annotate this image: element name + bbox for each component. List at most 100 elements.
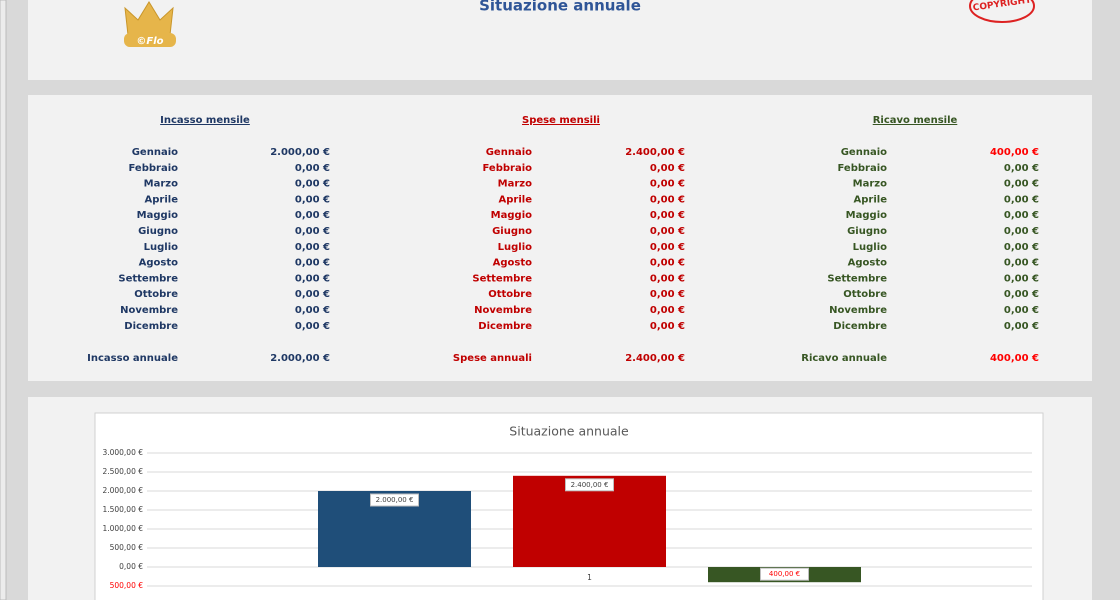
row-value: 0,00 € xyxy=(650,305,685,316)
row-label: Gennaio xyxy=(132,147,178,158)
row-value: 0,00 € xyxy=(295,226,330,237)
row-value: 0,00 € xyxy=(650,321,685,332)
crown-base xyxy=(124,33,176,47)
row-label: Luglio xyxy=(853,242,888,253)
data-label: 2.400,00 € xyxy=(571,481,609,489)
y-tick-label: 500,00 € xyxy=(110,543,144,552)
row-label: Maggio xyxy=(491,210,532,221)
row-label: Ottobre xyxy=(134,289,178,300)
row-label: Marzo xyxy=(144,179,178,190)
data-label-box xyxy=(370,493,419,507)
row-value: 0,00 € xyxy=(295,163,330,174)
row-value: 2.000,00 € xyxy=(270,147,330,158)
row-value: 0,00 € xyxy=(1004,305,1039,316)
row-label: Agosto xyxy=(493,258,533,269)
row-value: 0,00 € xyxy=(295,273,330,284)
row-value: 2.400,00 € xyxy=(625,353,685,364)
row-label: Febbraio xyxy=(837,163,887,174)
row-value: 0,00 € xyxy=(295,289,330,300)
sheet-margin xyxy=(0,0,7,600)
row-label: Novembre xyxy=(120,305,178,316)
row-label: Gennaio xyxy=(486,147,532,158)
row-value: 0,00 € xyxy=(1004,210,1039,221)
y-tick-label: 2.500,00 € xyxy=(102,467,143,476)
column-title: Spese mensili xyxy=(522,115,600,126)
row-label: Aprile xyxy=(499,194,533,205)
row-label: Ottobre xyxy=(843,289,887,300)
y-tick-label: 1.500,00 € xyxy=(102,505,143,514)
row-label: Ricavo annuale xyxy=(801,353,887,364)
row-label: Settembre xyxy=(472,273,532,284)
data-label: 400,00 € xyxy=(769,570,800,578)
row-label: Aprile xyxy=(854,194,888,205)
row-value: 0,00 € xyxy=(650,273,685,284)
row-value: 0,00 € xyxy=(1004,242,1039,253)
row-value: 0,00 € xyxy=(650,210,685,221)
row-value: 0,00 € xyxy=(1004,289,1039,300)
header-panel xyxy=(28,0,1092,80)
row-label: Novembre xyxy=(829,305,887,316)
row-value: 0,00 € xyxy=(295,194,330,205)
row-value: 0,00 € xyxy=(295,210,330,221)
row-value: 0,00 € xyxy=(1004,273,1039,284)
row-label: Ottobre xyxy=(488,289,532,300)
row-value: 0,00 € xyxy=(1004,258,1039,269)
row-value: 0,00 € xyxy=(1004,163,1039,174)
row-value: 0,00 € xyxy=(650,163,685,174)
row-value: 0,00 € xyxy=(295,321,330,332)
logo-text: ©Flo xyxy=(136,36,163,47)
row-label: Agosto xyxy=(848,258,888,269)
row-label: Giugno xyxy=(492,226,532,237)
y-tick-label: 500,00 € xyxy=(110,581,144,590)
row-label: Luglio xyxy=(498,242,533,253)
row-label: Marzo xyxy=(853,179,887,190)
data-label-box xyxy=(760,567,809,581)
row-label: Spese annuali xyxy=(453,353,532,364)
row-value: 0,00 € xyxy=(1004,194,1039,205)
row-value: 0,00 € xyxy=(650,289,685,300)
row-value: 0,00 € xyxy=(650,242,685,253)
row-label: Dicembre xyxy=(478,321,532,332)
table-panel xyxy=(28,95,1092,381)
row-label: Giugno xyxy=(847,226,887,237)
data-label: 2.000,00 € xyxy=(376,496,414,504)
row-label: Maggio xyxy=(137,210,178,221)
row-value: 0,00 € xyxy=(1004,179,1039,190)
row-label: Gennaio xyxy=(841,147,887,158)
row-value: 0,00 € xyxy=(650,226,685,237)
row-label: Maggio xyxy=(846,210,887,221)
row-value: 0,00 € xyxy=(295,305,330,316)
row-value: 0,00 € xyxy=(295,242,330,253)
row-label: Febbraio xyxy=(128,163,178,174)
row-value: 400,00 € xyxy=(990,353,1039,364)
row-label: Dicembre xyxy=(124,321,178,332)
row-label: Giugno xyxy=(138,226,178,237)
row-label: Dicembre xyxy=(833,321,887,332)
column-title: Ricavo mensile xyxy=(873,115,958,126)
row-label: Settembre xyxy=(827,273,887,284)
row-value: 0,00 € xyxy=(650,258,685,269)
header-title: Situazione annuale xyxy=(479,0,641,15)
row-label: Luglio xyxy=(144,242,179,253)
y-tick-label: 3.000,00 € xyxy=(102,448,143,457)
row-label: Incasso annuale xyxy=(87,353,178,364)
stamp xyxy=(969,0,1035,23)
row-value: 400,00 € xyxy=(990,147,1039,158)
y-tick-label: 0,00 € xyxy=(119,562,143,571)
row-label: Marzo xyxy=(498,179,532,190)
row-label: Novembre xyxy=(474,305,532,316)
chart-title: Situazione annuale xyxy=(509,424,629,439)
row-label: Aprile xyxy=(145,194,179,205)
data-label-box xyxy=(565,478,614,492)
row-value: 0,00 € xyxy=(650,194,685,205)
x-tick-label: 1 xyxy=(587,573,592,582)
row-value: 2.000,00 € xyxy=(270,353,330,364)
row-value: 0,00 € xyxy=(650,179,685,190)
row-value: 0,00 € xyxy=(295,179,330,190)
row-label: Febbraio xyxy=(482,163,532,174)
column-title: Incasso mensile xyxy=(160,115,250,126)
row-value: 0,00 € xyxy=(1004,321,1039,332)
y-tick-label: 2.000,00 € xyxy=(102,486,143,495)
